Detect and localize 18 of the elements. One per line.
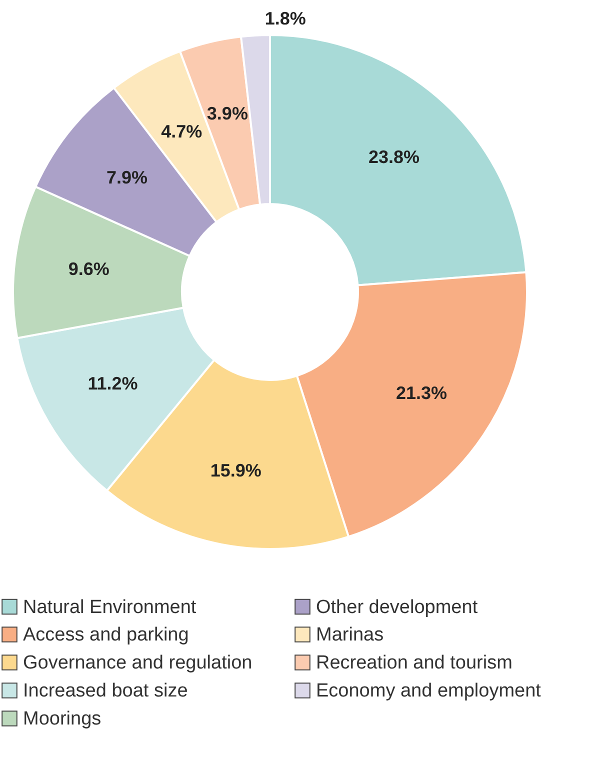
legend-label: Marinas (316, 624, 384, 646)
data-label: 3.9% (206, 104, 248, 124)
data-label: 15.9% (210, 460, 262, 480)
data-label: 4.7% (161, 121, 202, 142)
legend-label: Economy and employment (316, 680, 542, 702)
legend-label: Other development (316, 596, 478, 618)
data-label: 7.9% (106, 168, 148, 188)
data-label: 21.3% (396, 382, 448, 403)
data-label: 9.6% (68, 259, 110, 279)
data-label: 11.2% (88, 374, 138, 394)
legend-label: Recreation and tourism (316, 652, 512, 674)
data-label: 1.8% (264, 8, 306, 28)
data-label: 23.8% (368, 147, 420, 168)
legend-label: Governance and regulation (23, 652, 252, 674)
legend-label: Access and parking (23, 624, 189, 646)
legend-label: Moorings (23, 708, 102, 730)
legend-label: Increased boat size (23, 680, 188, 702)
legend-label: Natural Environment (23, 596, 197, 618)
